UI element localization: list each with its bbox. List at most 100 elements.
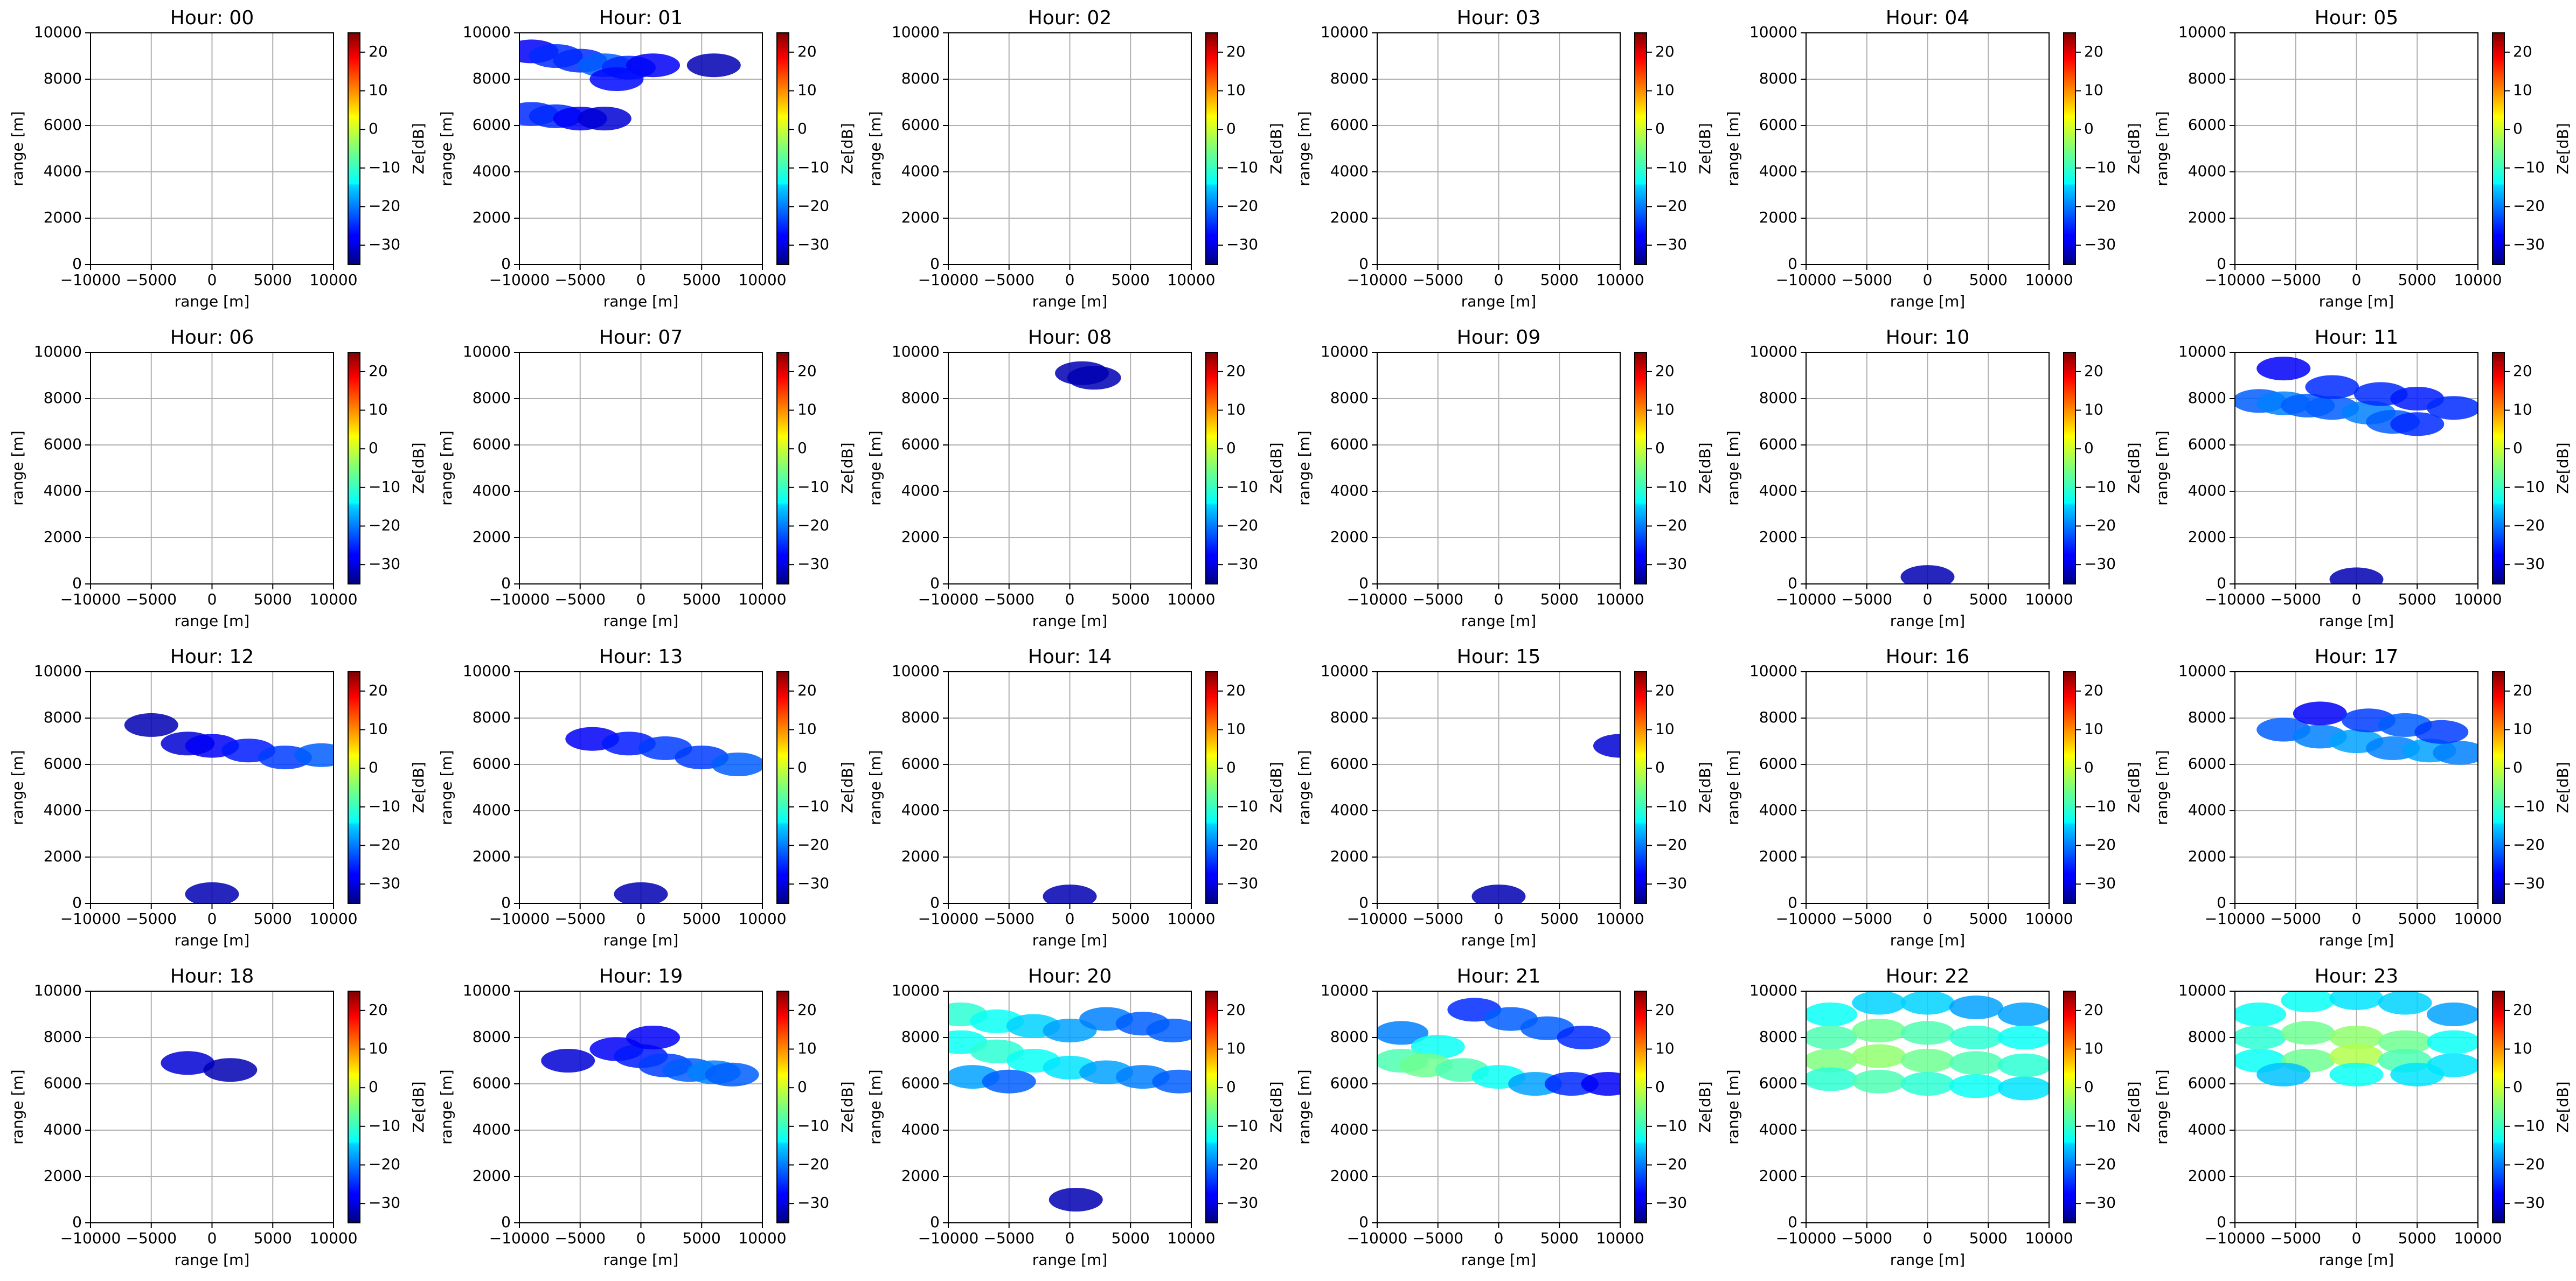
colorbar-tick-label: 0 (797, 120, 807, 137)
colorbar-tick-label: −20 (2084, 836, 2116, 854)
echo-cell (982, 1069, 1036, 1094)
colorbar-label: Ze[dB] (1267, 123, 1285, 174)
y-tick-label: 4000 (44, 162, 82, 180)
y-axis-label: range [m] (9, 430, 26, 505)
colorbar-tick-label: −30 (2513, 235, 2545, 253)
y-tick-label: 0 (72, 894, 82, 911)
x-tick-label: −10000 (1776, 590, 1837, 608)
y-tick-label: 2000 (473, 208, 511, 226)
x-tick-label: −5000 (554, 910, 606, 928)
colorbar-tick-label: 10 (1655, 81, 1675, 99)
colorbar-tick-label: −30 (369, 235, 400, 253)
colorbar-tick-label: 0 (797, 758, 807, 776)
x-tick-label: 5000 (254, 271, 292, 289)
x-tick-label: 10000 (1596, 271, 1644, 289)
y-tick-label: 8000 (44, 1028, 82, 1046)
echo-cell (1900, 991, 1955, 1015)
colorbar-tick-label: 20 (2513, 681, 2532, 699)
y-tick-label: 8000 (473, 708, 511, 726)
subplot: −10000 −5000 0 5000 10000 0 2000 4000 6000 8000 10… (1724, 965, 2143, 1269)
data-layer (1900, 565, 1955, 584)
subplot-title: Hour: 02 (1028, 7, 1112, 29)
colorbar (1205, 671, 1218, 904)
y-tick-label: 0 (1359, 1213, 1369, 1231)
colorbar-tick-label: −20 (797, 1155, 829, 1173)
colorbar-tick-label: −30 (2084, 235, 2116, 253)
x-tick-label: 5000 (683, 910, 721, 928)
y-tick-label: 2000 (473, 1167, 511, 1185)
x-tick-label: −5000 (983, 1229, 1034, 1247)
colorbar-tick-label: 20 (797, 681, 817, 699)
y-tick-label: 6000 (1330, 435, 1369, 453)
y-tick-label: 8000 (44, 708, 82, 726)
colorbar-tick-label: −20 (2513, 517, 2545, 534)
colorbar-tick-label: 0 (1226, 758, 1236, 776)
echo-cell (711, 753, 762, 776)
colorbar-tick-label: −30 (2084, 874, 2116, 892)
colorbar-tick-label: 20 (2513, 43, 2532, 60)
y-tick-label: 6000 (2188, 755, 2226, 772)
x-tick-label: 5000 (683, 590, 721, 608)
x-tick-label: −10000 (2205, 910, 2266, 928)
x-tick-label: 5000 (1112, 910, 1150, 928)
colorbar-tick-label: −20 (369, 197, 400, 215)
x-tick-label: 5000 (1540, 910, 1579, 928)
y-tick-label: 10000 (892, 23, 940, 41)
colorbar-tick-label: 10 (797, 1040, 817, 1057)
y-tick-label: 6000 (1759, 755, 1797, 772)
x-tick-label: 10000 (1596, 590, 1644, 608)
subplot: −10000 −5000 0 5000 10000 0 2000 4000 6000 8000 10… (1295, 7, 1714, 310)
y-tick-label: 10000 (1321, 981, 1369, 999)
x-tick-label: 10000 (1167, 910, 1215, 928)
x-axis-label: range [m] (603, 612, 678, 630)
colorbar-tick-label: 10 (369, 81, 388, 99)
colorbar-tick-label: −30 (1655, 1194, 1687, 1212)
colorbar-tick-label: 0 (2513, 439, 2523, 457)
data-layer (2235, 991, 2478, 1087)
x-tick-label: −10000 (1347, 271, 1408, 289)
y-tick-label: 4000 (2188, 801, 2226, 819)
data-layer (1471, 734, 1620, 903)
colorbar (1634, 32, 1647, 265)
colorbar-tick-label: −10 (2513, 478, 2545, 496)
colorbar-tick-label: 10 (797, 401, 817, 419)
subplot: −10000 −5000 0 5000 10000 0 2000 4000 6000 8000 10… (866, 965, 1285, 1269)
echo-cell (1806, 1026, 1858, 1049)
x-tick-label: 0 (636, 1229, 646, 1247)
colorbar-tick-label: −30 (2084, 1194, 2116, 1212)
colorbar-tick-label: 0 (369, 1078, 378, 1096)
subplot-title: Hour: 10 (1886, 326, 1969, 349)
subplot-title: Hour: 19 (599, 965, 683, 987)
x-axis-label: range [m] (1461, 1251, 1536, 1269)
colorbar-tick-label: −20 (2084, 1155, 2116, 1173)
subplot: −10000 −5000 0 5000 10000 0 2000 4000 6000 8000 10… (1724, 326, 2143, 630)
data-layer (124, 713, 334, 903)
y-tick-label: 0 (1788, 1213, 1797, 1231)
colorbar-tick-label: −30 (1655, 555, 1687, 573)
colorbar (2063, 991, 2076, 1223)
x-tick-label: 5000 (683, 271, 721, 289)
y-tick-label: 0 (1788, 894, 1797, 911)
data-layer (1055, 361, 1121, 390)
echo-cell (1806, 1067, 1858, 1091)
y-tick-label: 8000 (901, 389, 940, 407)
colorbar-label: Ze[dB] (838, 762, 856, 813)
y-tick-label: 2000 (901, 528, 940, 546)
echo-cell (2426, 1030, 2478, 1054)
x-tick-label: 10000 (2454, 1229, 2502, 1247)
echo-cell (1377, 1021, 1429, 1045)
y-tick-label: 0 (930, 574, 940, 592)
x-tick-label: −5000 (126, 910, 177, 928)
subplot: −10000 −5000 0 5000 10000 0 2000 4000 6000 8000 10… (2153, 646, 2572, 949)
echo-cell (1067, 366, 1121, 390)
y-tick-label: 6000 (901, 755, 940, 772)
x-tick-label: −5000 (554, 271, 606, 289)
x-tick-label: 0 (1065, 910, 1075, 928)
y-tick-label: 2000 (473, 528, 511, 546)
x-axis-label: range [m] (1032, 1251, 1107, 1269)
y-tick-label: 10000 (1321, 343, 1369, 360)
colorbar-tick-label: 20 (369, 43, 388, 60)
y-tick-label: 0 (501, 1213, 511, 1231)
y-tick-label: 0 (930, 1213, 940, 1231)
colorbar-tick-label: −10 (1655, 797, 1687, 815)
